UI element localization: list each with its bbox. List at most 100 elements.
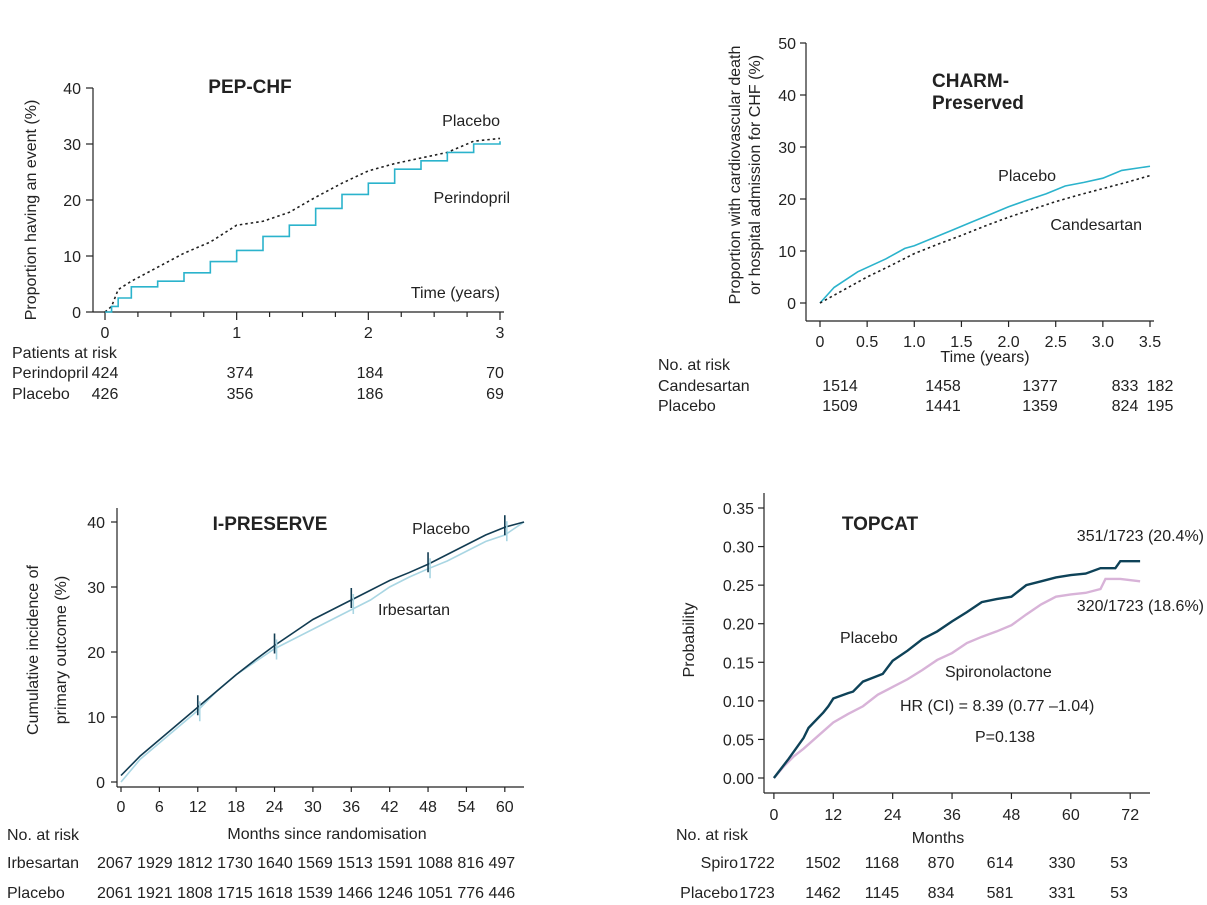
- y-tick-label: 0.05: [723, 732, 754, 749]
- y-tick-label: 0.30: [723, 540, 754, 557]
- risk-value: 331: [1049, 885, 1076, 902]
- risk-row-label: Candesartan: [658, 378, 750, 395]
- x-tick-label: 3.0: [1092, 334, 1114, 351]
- risk-value: 195: [1147, 398, 1174, 415]
- annotation-p-value: P=0.138: [975, 729, 1035, 746]
- risk-value: 1514: [822, 378, 858, 395]
- x-tick-label: 0: [117, 799, 126, 816]
- risk-value: 1458: [925, 378, 961, 395]
- risk-value: 356: [227, 386, 254, 403]
- risk-row-label: Placebo: [658, 398, 716, 415]
- y-axis-label: or hospital admission for CHF (%): [747, 55, 764, 295]
- y-tick-label: 0.10: [723, 694, 754, 711]
- y-tick-label: 40: [778, 88, 796, 105]
- chart-title: PEP-CHF: [208, 77, 291, 98]
- x-tick-label: 54: [458, 799, 476, 816]
- risk-value: 824: [1112, 398, 1139, 415]
- risk-value: 1723: [739, 885, 775, 902]
- y-axis-label: primary outcome (%): [53, 576, 70, 724]
- series-label-placebo: Placebo: [998, 168, 1056, 185]
- series-label-candesartan: Candesartan: [1050, 217, 1142, 234]
- series-line-perindopril: [105, 141, 501, 313]
- x-tick-label: 0: [816, 334, 825, 351]
- y-axis-label: Cumulative incidence of: [25, 565, 42, 735]
- series-label-perindopril: Perindopril: [434, 190, 510, 207]
- risk-value: 426: [92, 386, 119, 403]
- series-label-irbesartan: Irbesartan: [378, 602, 450, 619]
- x-tick-label: 0.5: [856, 334, 878, 351]
- risk-values: 2067 1929 1812 1730 1640 1569 1513 1591 …: [97, 855, 515, 872]
- risk-value: 182: [1147, 378, 1174, 395]
- y-axis-label: Probability: [681, 603, 698, 678]
- risk-value: 1509: [822, 398, 858, 415]
- x-tick-label: 3.5: [1139, 334, 1161, 351]
- series-label-spironolactone: Spironolactone: [945, 664, 1052, 681]
- annotation-hazard-ratio: HR (CI) = 8.39 (0.77 –1.04): [900, 698, 1094, 715]
- chart-title: Preserved: [932, 93, 1024, 114]
- risk-value: 1502: [805, 855, 841, 872]
- y-tick-label: 0: [72, 305, 81, 322]
- y-tick-label: 50: [778, 36, 796, 53]
- y-tick-label: 30: [87, 580, 105, 597]
- y-tick-label: 0.20: [723, 617, 754, 634]
- y-tick-label: 10: [778, 244, 796, 261]
- series-label-placebo: Placebo: [442, 113, 500, 130]
- x-axis-label: Months since randomisation: [227, 826, 426, 843]
- x-tick-label: 0: [769, 807, 778, 824]
- risk-table-header: Patients at risk: [12, 345, 118, 362]
- y-tick-label: 30: [63, 137, 81, 154]
- x-tick-label: 1.0: [903, 334, 925, 351]
- risk-row-label: Placebo: [12, 386, 70, 403]
- y-tick-label: 0.15: [723, 655, 754, 672]
- x-tick-label: 60: [1062, 807, 1080, 824]
- x-tick-label: 24: [884, 807, 902, 824]
- y-tick-label: 40: [87, 515, 105, 532]
- risk-value: 53: [1110, 885, 1128, 902]
- series-line-placebo: [819, 165, 1151, 304]
- risk-value: 834: [928, 885, 955, 902]
- risk-value: 184: [357, 365, 384, 382]
- y-tick-label: 0.35: [723, 501, 754, 518]
- x-tick-label: 2.0: [997, 334, 1019, 351]
- x-tick-label: 48: [419, 799, 437, 816]
- risk-value: 70: [486, 365, 504, 382]
- x-tick-label: 2.5: [1045, 334, 1067, 351]
- y-tick-label: 20: [87, 645, 105, 662]
- y-tick-label: 0.25: [723, 578, 754, 595]
- risk-value: 1722: [739, 855, 775, 872]
- series-line-placebo: [120, 521, 525, 777]
- x-tick-label: 48: [1003, 807, 1021, 824]
- chart-title: CHARM-: [932, 71, 1009, 92]
- panel-charm-preserved: 0 10 20 30 40 50 0 0.5 1.0 1.5 2.0 2.5 3.0 3.5 Time (y…: [658, 36, 1173, 415]
- risk-row-label: Placebo: [7, 885, 65, 902]
- series-label-placebo: Placebo: [412, 521, 470, 538]
- risk-value: 1359: [1022, 398, 1058, 415]
- panel-topcat: 0.00 0.05 0.10 0.15 0.20 0.25 0.30 0.35 0 12 24 36 4…: [676, 493, 1204, 902]
- risk-value: 1441: [925, 398, 961, 415]
- risk-value: 833: [1112, 378, 1139, 395]
- x-tick-label: 18: [227, 799, 245, 816]
- x-tick-label: 30: [304, 799, 322, 816]
- chart-title: TOPCAT: [842, 514, 919, 535]
- x-tick-label: 6: [155, 799, 164, 816]
- y-tick-label: 40: [63, 81, 81, 98]
- y-tick-label: 30: [778, 140, 796, 157]
- x-tick-label: 42: [381, 799, 399, 816]
- x-tick-label: 60: [496, 799, 514, 816]
- x-tick-label: 72: [1121, 807, 1139, 824]
- risk-value: 581: [987, 885, 1014, 902]
- y-tick-label: 0: [787, 296, 796, 313]
- risk-value: 53: [1110, 855, 1128, 872]
- x-tick-label: 24: [266, 799, 284, 816]
- series-line-placebo: [772, 560, 1141, 779]
- risk-table-header: No. at risk: [7, 827, 80, 844]
- risk-value: 424: [92, 365, 119, 382]
- x-tick-label: 1.5: [950, 334, 972, 351]
- panel-i-preserve: 0 10 20 30 40 0 6 12 18 24 30 36 42 48 54 60 Months sinc…: [7, 508, 525, 902]
- risk-values: 2061 1921 1808 1715 1618 1539 1466 1246 …: [97, 885, 515, 902]
- risk-row-label: Placebo: [680, 885, 738, 902]
- risk-value: 614: [987, 855, 1014, 872]
- risk-row-label: Perindopril: [12, 365, 88, 382]
- y-tick-label: 10: [63, 249, 81, 266]
